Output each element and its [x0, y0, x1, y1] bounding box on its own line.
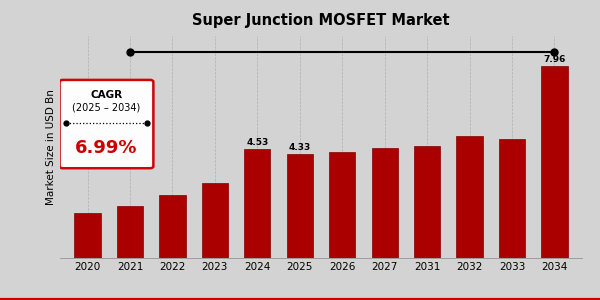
Text: 7.96: 7.96 — [543, 55, 566, 64]
Bar — [287, 154, 313, 258]
Text: 6.99%: 6.99% — [75, 139, 138, 157]
Text: 4.33: 4.33 — [289, 143, 311, 152]
Text: (2025 – 2034): (2025 – 2034) — [73, 102, 140, 112]
Text: 4.53: 4.53 — [246, 138, 268, 147]
Bar — [329, 152, 355, 258]
Bar — [371, 148, 398, 258]
FancyBboxPatch shape — [59, 80, 154, 168]
Bar — [499, 139, 525, 258]
Bar — [414, 146, 440, 258]
Bar — [244, 149, 271, 258]
Bar — [541, 66, 568, 258]
Bar — [457, 136, 482, 258]
Bar — [74, 213, 101, 258]
Bar — [160, 195, 185, 258]
Title: Super Junction MOSFET Market: Super Junction MOSFET Market — [192, 13, 450, 28]
Bar — [117, 206, 143, 258]
Bar — [202, 183, 228, 258]
Text: CAGR: CAGR — [91, 90, 122, 100]
Y-axis label: Market Size in USD Bn: Market Size in USD Bn — [46, 89, 56, 205]
